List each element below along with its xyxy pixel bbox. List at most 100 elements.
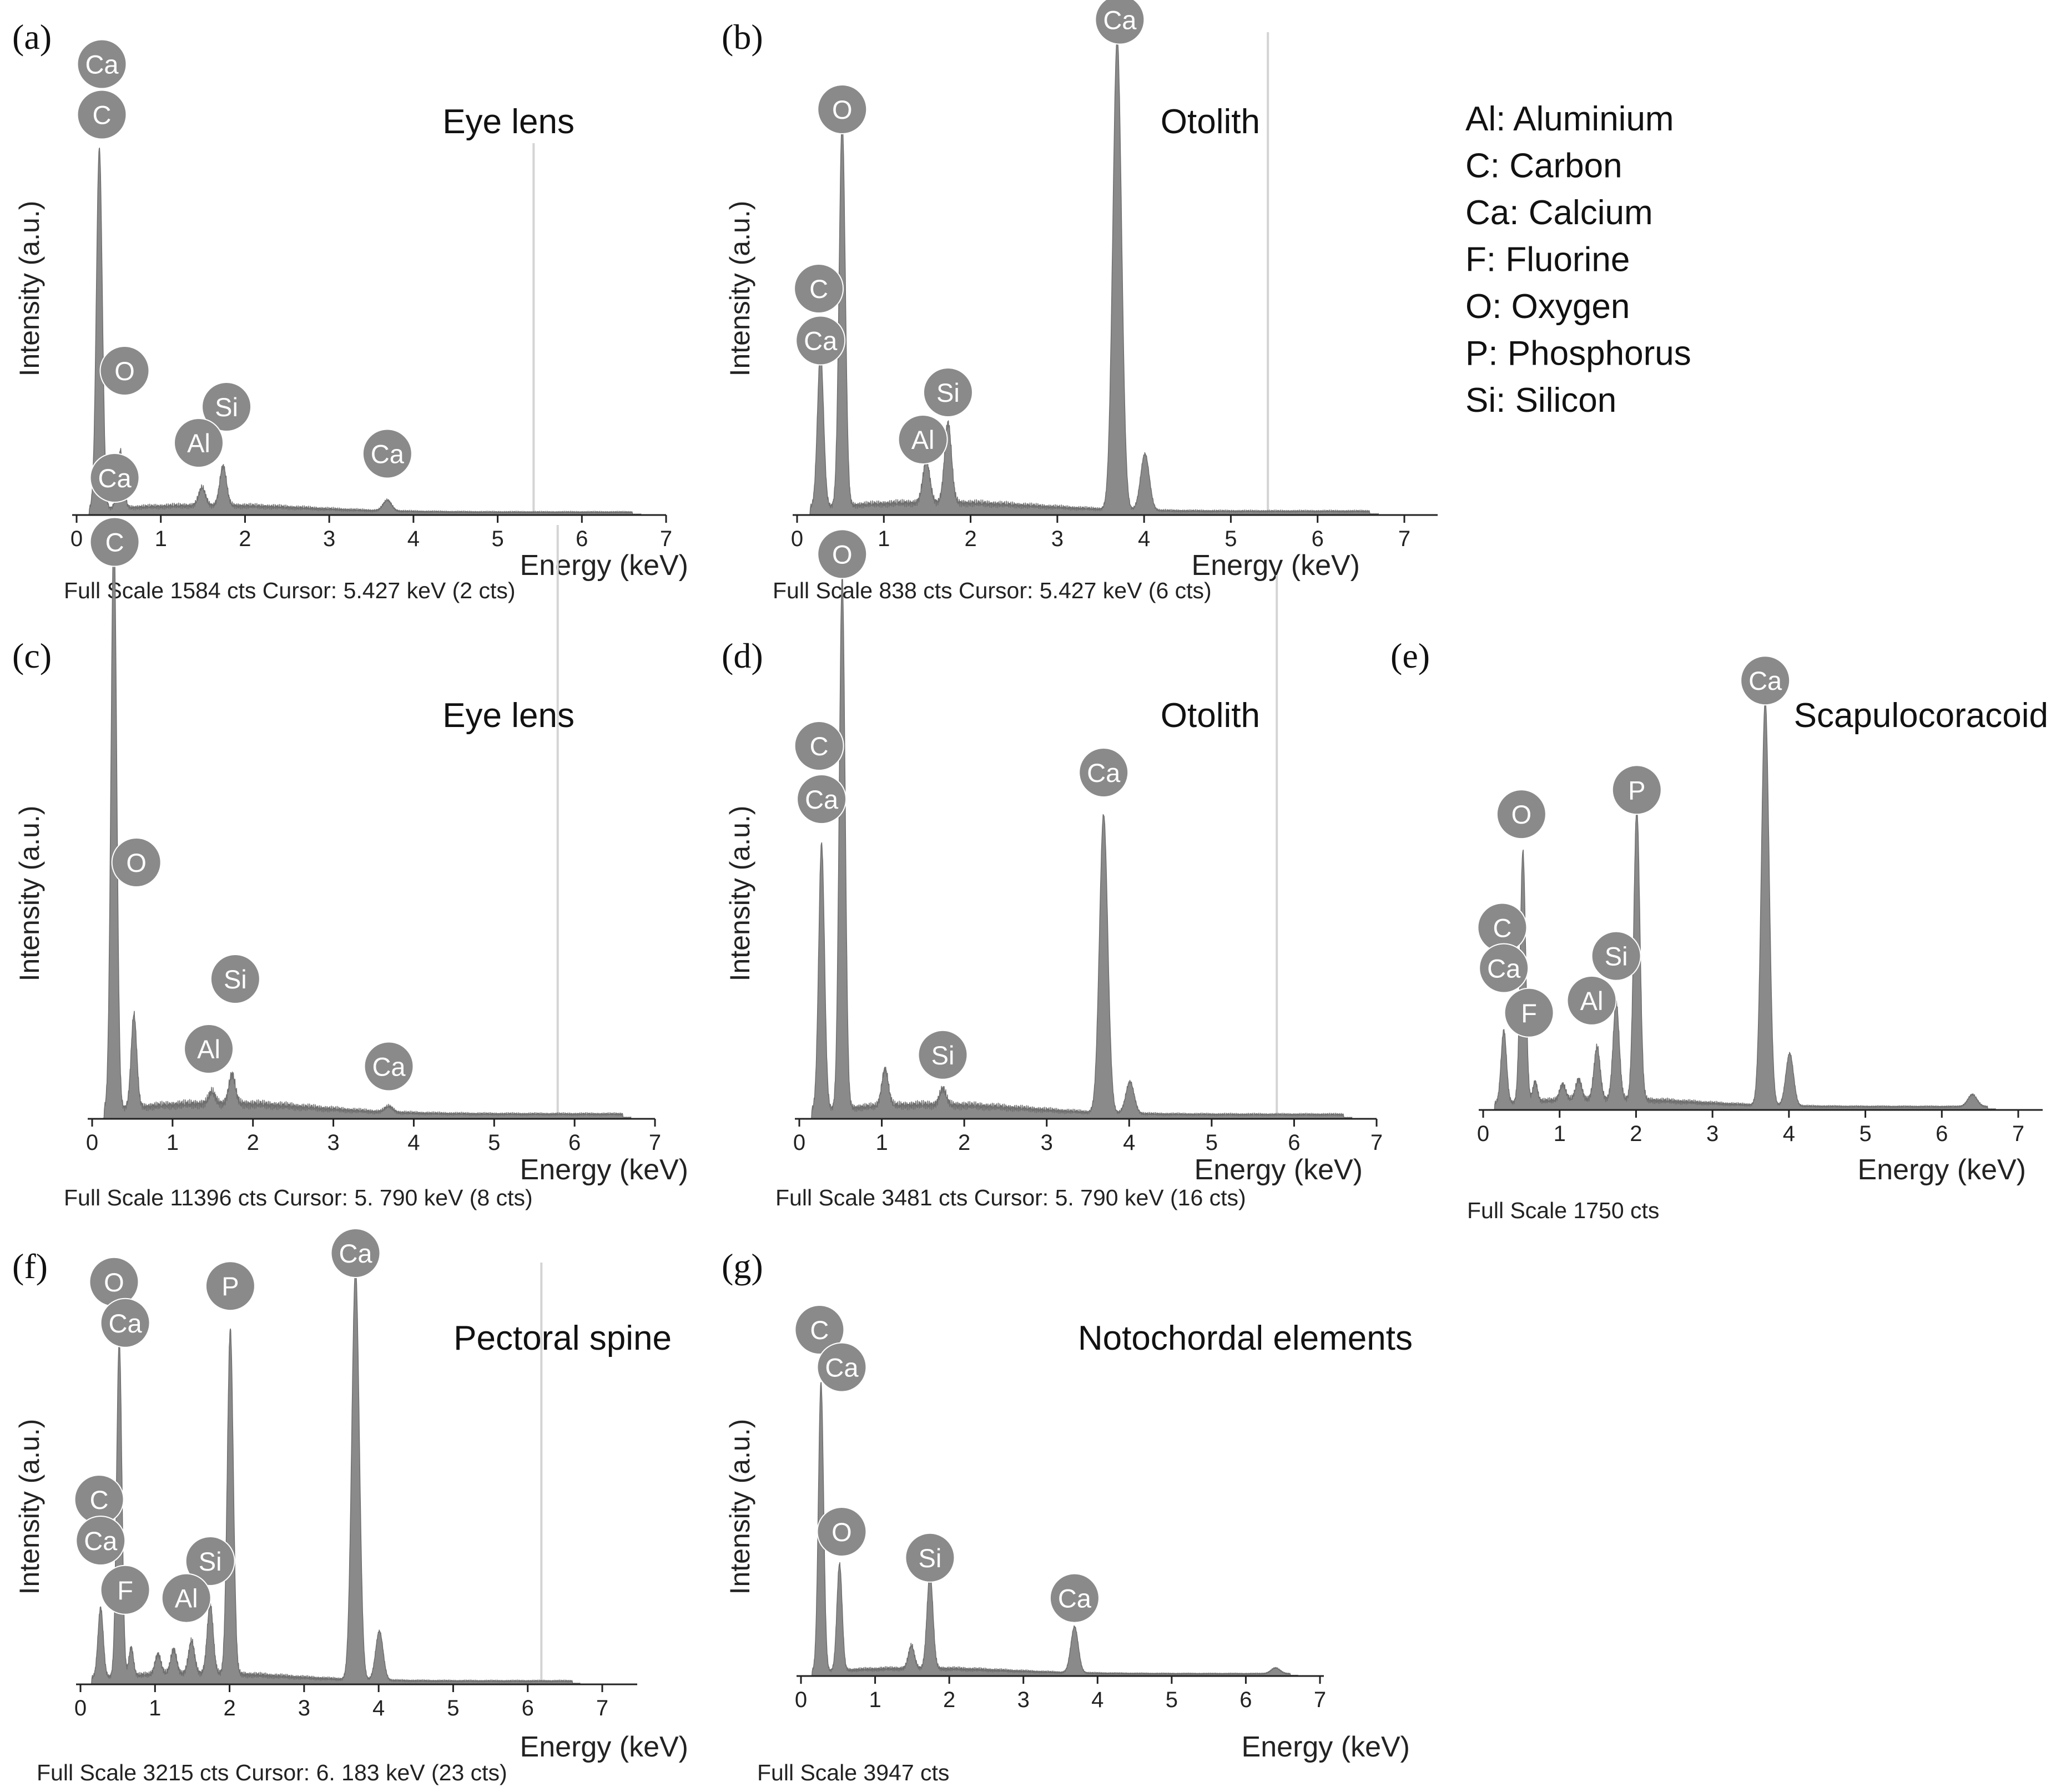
x-tick-label: 3 [1041, 1130, 1053, 1155]
element-badge: C [1477, 902, 1528, 953]
x-tick-label: 0 [70, 527, 83, 551]
element-badge: P [1611, 765, 1662, 815]
element-badge-circle [77, 89, 127, 140]
legend-entry: C: Carbon [1465, 147, 1622, 185]
element-badge-text: Ca [339, 1239, 372, 1268]
element-badge-circle [330, 1228, 381, 1278]
panel-title: Pectoral spine [453, 1319, 672, 1357]
element-badge-text: F [1521, 998, 1537, 1028]
x-axis-label: Energy (keV) [1195, 1154, 1363, 1186]
x-tick-label: 7 [660, 527, 672, 551]
spectrum-area [809, 1382, 1298, 1677]
x-tick-label: 5 [1224, 527, 1237, 551]
element-badge-circle [185, 1536, 235, 1586]
element-badge-circle [817, 84, 868, 134]
x-tick-label: 0 [74, 1696, 87, 1720]
element-badge: Al [173, 418, 224, 468]
spectrum-panel: (g) Notochordal elements Intensity (a.u.) 0… [722, 1246, 1413, 1785]
element-badge-text: Si [931, 1041, 955, 1070]
element-badge-circle [1095, 0, 1145, 45]
element-badge: Al [184, 1024, 234, 1074]
element-badge: Ca [1079, 748, 1129, 797]
element-badge-circle [75, 1516, 126, 1566]
x-tick-label: 3 [323, 527, 335, 551]
element-badge: Ca [1479, 943, 1529, 993]
x-tick-label: 1 [1554, 1122, 1566, 1146]
panel-label: (f) [12, 1246, 48, 1286]
y-axis-label: Intensity (a.u.) [14, 201, 45, 377]
x-axis-label: Energy (keV) [1858, 1154, 2026, 1186]
element-badge: Ca [330, 1228, 381, 1278]
spectrum-panel: (a) Eye lens Intensity (a.u.) 0 1 2 3 4 5 6 7Energ… [12, 17, 688, 603]
element-badge-text: Ca [1487, 954, 1521, 983]
element-badge-text: Si [936, 378, 960, 407]
x-axis-label: Energy (keV) [520, 1154, 688, 1186]
panel-title: Scapulocoracoid [1794, 696, 2048, 735]
x-tick-label: 0 [791, 527, 803, 551]
x-tick-label: 3 [1017, 1688, 1030, 1712]
x-tick-label: 2 [1630, 1122, 1642, 1146]
element-badge-text: Ca [371, 440, 405, 469]
element-badge-text: Ca [84, 1526, 118, 1556]
element-legend: Al: Aluminium C: Carbon Ca: Calcium F: Fluo… [1465, 100, 1691, 420]
y-axis-label: Intensity (a.u.) [724, 201, 755, 377]
x-tick-label: 5 [488, 1130, 500, 1155]
x-tick-label: 1 [878, 527, 890, 551]
element-badge: P [205, 1261, 255, 1311]
spectrum-area [1491, 700, 1996, 1110]
element-badge: F [100, 1564, 150, 1615]
panel-title: Otolith [1161, 103, 1260, 141]
element-badge-circle [364, 1041, 414, 1092]
x-tick-label: 3 [298, 1696, 310, 1720]
panel-title: Eye lens [442, 103, 575, 141]
element-badge-circle [205, 1261, 255, 1311]
x-tick-label: 5 [491, 527, 503, 551]
full-scale-readout: Full Scale 3215 cts Cursor: 6. 183 keV (… [37, 1760, 507, 1785]
element-badge-text: Si [199, 1547, 222, 1576]
element-badge-circle [173, 418, 224, 468]
x-tick-label: 7 [1398, 527, 1410, 551]
x-tick-label: 1 [167, 1130, 179, 1155]
panel-title: Otolith [1161, 696, 1260, 735]
x-tick-label: 1 [869, 1688, 881, 1712]
element-badge-circle [817, 1507, 867, 1557]
element-badge-text: Ca [1087, 758, 1121, 788]
legend-entry: O: Oxygen [1465, 287, 1630, 326]
x-tick-label: 6 [522, 1696, 534, 1720]
x-tick-label: 4 [1091, 1688, 1103, 1712]
x-tick-label: 7 [2012, 1122, 2024, 1146]
element-badge-circle [362, 428, 412, 479]
element-badge-circle [1740, 655, 1791, 706]
x-tick-label: 5 [1859, 1122, 1871, 1146]
full-scale-readout: Full Scale 3947 cts [757, 1760, 949, 1785]
x-tick-label: 4 [407, 527, 420, 551]
element-badge-circle [795, 315, 846, 366]
element-badge-circle [100, 1298, 150, 1348]
y-axis-label: Intensity (a.u.) [724, 806, 755, 982]
x-tick-label: 3 [1051, 527, 1064, 551]
element-badge-text: Ca [1058, 1584, 1092, 1613]
element-badge-circle [898, 415, 948, 465]
x-axis-label: Energy (keV) [520, 1731, 688, 1763]
element-badge-circle [794, 1305, 845, 1355]
element-badge-text: Al [911, 425, 935, 455]
spectrum-area [86, 147, 642, 516]
element-badge: O [817, 84, 868, 134]
element-badge-circle [1566, 975, 1617, 1026]
legend-entry: Ca: Calcium [1465, 194, 1653, 232]
element-badge-circle [99, 346, 150, 396]
element-badge-text: Ca [804, 326, 838, 356]
x-tick-label: 6 [1288, 1130, 1300, 1155]
x-tick-label: 2 [964, 527, 976, 551]
spectrum-panel: (f) Pectoral spine Intensity (a.u.) 0 1 2 3 4 5 6… [12, 1228, 688, 1785]
element-badge-circle [1504, 987, 1554, 1038]
legend-entry: P: Phosphorus [1465, 335, 1691, 373]
x-tick-label: 6 [568, 1130, 581, 1155]
x-tick-label: 3 [327, 1130, 339, 1155]
x-tick-label: 4 [372, 1696, 385, 1720]
element-badge-text: Ca [805, 785, 839, 814]
element-badge-circle [100, 1564, 150, 1615]
element-badge: O [99, 346, 150, 396]
